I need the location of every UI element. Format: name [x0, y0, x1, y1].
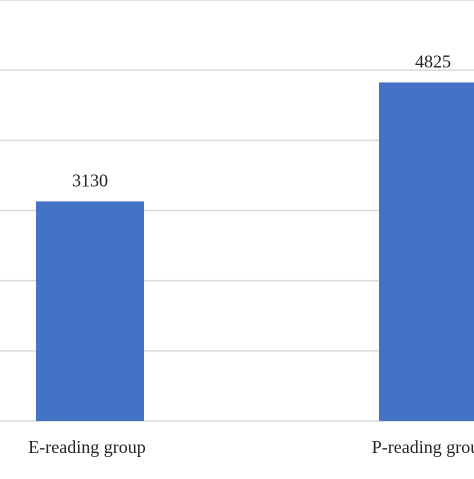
bar-e-reading-group — [36, 201, 144, 421]
data-label: 3130 — [72, 170, 108, 190]
data-label: 4825 — [415, 51, 451, 71]
bar-p-reading-group — [379, 82, 474, 421]
data-labels: 3130 4825 — [72, 51, 451, 190]
category-label: E-reading group — [28, 437, 145, 457]
bars — [36, 82, 474, 421]
category-label: P-reading group — [372, 437, 474, 457]
category-labels: E-reading group P-reading group — [28, 437, 474, 457]
